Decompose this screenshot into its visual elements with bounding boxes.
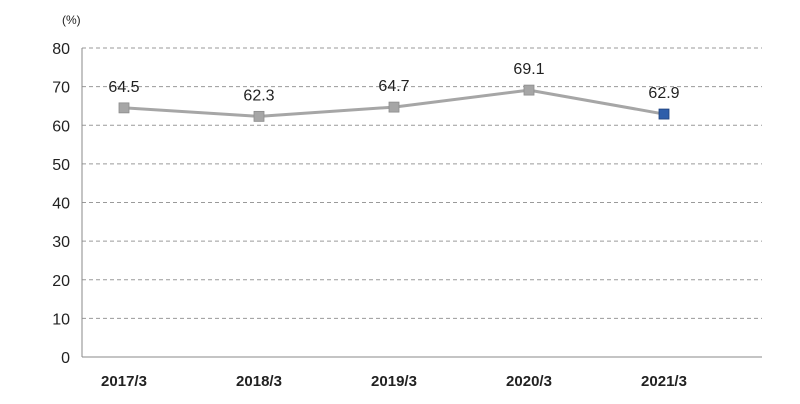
y-axis-unit-label: (%) xyxy=(62,13,81,27)
data-marker-highlight xyxy=(658,108,670,120)
data-marker xyxy=(118,102,130,114)
y-tick-label: 80 xyxy=(52,41,70,58)
y-axis-ticks: 0 10 20 30 40 50 60 70 80 xyxy=(52,41,70,367)
x-tick-label: 2020/3 xyxy=(506,373,552,390)
x-tick-label: 2017/3 xyxy=(101,373,147,390)
y-tick-label: 40 xyxy=(52,196,70,213)
x-axis-ticks: 2017/3 2018/3 2019/3 2020/3 2021/3 xyxy=(101,373,687,390)
gridlines xyxy=(82,47,762,319)
data-marker xyxy=(388,101,400,113)
data-label: 64.7 xyxy=(378,78,409,95)
y-tick-label: 70 xyxy=(52,80,70,97)
data-label: 62.3 xyxy=(243,87,274,104)
data-label: 69.1 xyxy=(513,61,544,78)
data-marker xyxy=(523,84,535,96)
data-markers xyxy=(118,84,670,122)
data-marker xyxy=(253,110,265,122)
y-tick-label: 60 xyxy=(52,118,70,135)
y-tick-label: 30 xyxy=(52,234,70,251)
data-labels: 64.5 62.3 64.7 69.1 62.9 xyxy=(108,61,679,104)
y-tick-label: 50 xyxy=(52,157,70,174)
y-tick-label: 10 xyxy=(52,311,70,328)
x-tick-label: 2019/3 xyxy=(371,373,417,390)
data-label: 62.9 xyxy=(648,85,679,102)
x-tick-label: 2021/3 xyxy=(641,373,687,390)
y-tick-label: 0 xyxy=(61,350,70,367)
x-tick-label: 2018/3 xyxy=(236,373,282,390)
data-label: 64.5 xyxy=(108,79,139,96)
y-tick-label: 20 xyxy=(52,273,70,290)
